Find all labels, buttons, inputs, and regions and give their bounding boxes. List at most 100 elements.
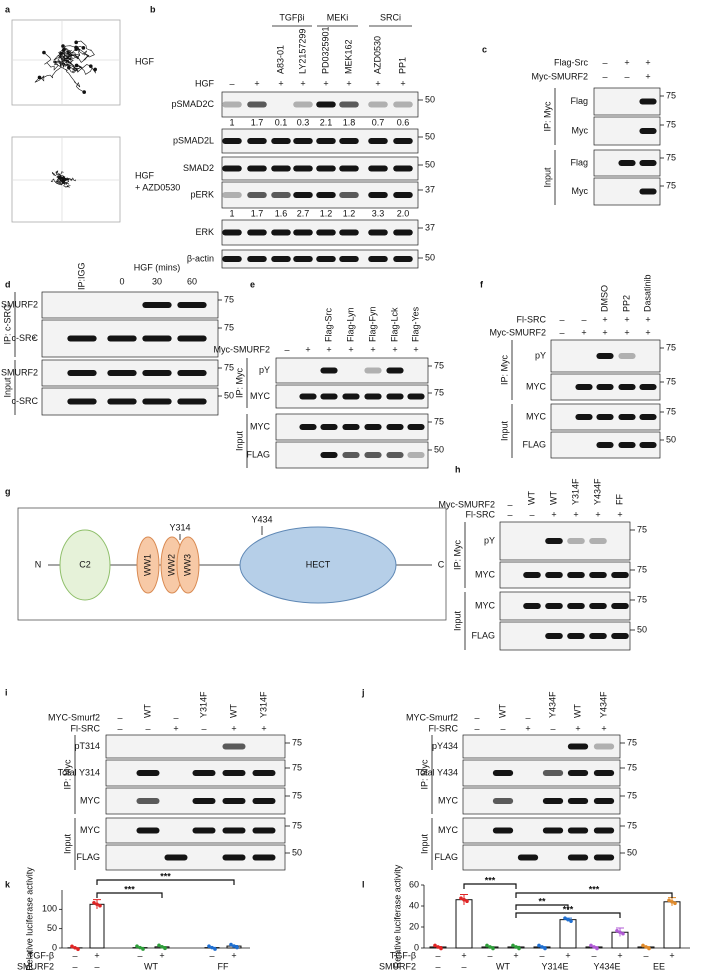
track xyxy=(65,40,95,63)
band xyxy=(293,256,313,262)
blot-label: FLAG xyxy=(471,630,495,640)
mw-marker: 75 xyxy=(292,820,302,830)
band xyxy=(393,256,413,262)
significance-bracket xyxy=(96,892,163,898)
condition-value: WT xyxy=(526,491,536,505)
quant-value: 3.3 xyxy=(372,208,385,218)
band xyxy=(222,798,246,804)
data-point xyxy=(207,944,211,948)
band xyxy=(368,229,388,236)
condition-value: + xyxy=(645,314,650,324)
condition-value: – xyxy=(507,499,512,509)
band xyxy=(517,854,539,861)
section-label: IP: Myc xyxy=(452,540,462,571)
band xyxy=(407,452,425,458)
blot-label: Myc xyxy=(572,125,589,135)
band xyxy=(192,770,216,776)
data-point xyxy=(213,947,217,951)
data-point xyxy=(135,944,139,948)
band xyxy=(222,827,246,834)
domain-label: C2 xyxy=(79,559,91,569)
blot-label: pSMAD2C xyxy=(171,99,214,109)
condition-value: + xyxy=(159,950,164,960)
track-end xyxy=(42,50,46,55)
condition-label: TGF-β xyxy=(390,950,416,960)
band xyxy=(247,229,267,236)
band xyxy=(386,367,404,374)
condition-value: WT xyxy=(548,491,558,505)
data-point xyxy=(540,945,544,949)
terminus: C xyxy=(438,559,445,569)
site-label: Y314 xyxy=(169,522,190,532)
lane-label: Flag-Lck xyxy=(389,307,399,342)
band xyxy=(316,101,336,108)
data-point xyxy=(160,945,164,949)
band xyxy=(567,633,585,639)
y-tick-label: 50 xyxy=(47,923,57,933)
condition-value: + xyxy=(624,327,629,337)
bar xyxy=(663,901,681,949)
data-point xyxy=(70,944,74,949)
data-point xyxy=(95,902,99,907)
track-box xyxy=(11,19,121,106)
y-tick-label: 0 xyxy=(414,942,419,952)
band xyxy=(611,633,629,639)
bar xyxy=(89,903,105,949)
band xyxy=(136,770,160,776)
condition-value: + xyxy=(461,950,466,960)
y-axis-label: Relative luciferase activity xyxy=(24,867,34,971)
band xyxy=(596,353,614,359)
condition-label: Flag-Src xyxy=(554,57,589,67)
band xyxy=(545,633,563,639)
band xyxy=(545,572,563,578)
section-label: Input xyxy=(499,420,509,441)
band xyxy=(596,442,614,448)
blot-label: β-actin xyxy=(187,253,214,263)
band xyxy=(492,827,514,834)
condition-label: Myc-SMURF2 xyxy=(532,71,589,81)
data-point xyxy=(667,898,671,903)
band xyxy=(393,138,413,144)
label: HGF xyxy=(135,56,155,66)
mw-marker: 75 xyxy=(224,322,234,332)
condition-value: + xyxy=(278,78,283,88)
mw-marker: 50 xyxy=(666,434,676,444)
track-end xyxy=(67,65,71,70)
domain-label: HECT xyxy=(306,559,331,569)
blot-label: MYC xyxy=(438,825,459,835)
condition-value: – xyxy=(581,314,586,324)
condition-value: + xyxy=(617,509,622,519)
panel-letter: l xyxy=(362,879,365,889)
condition-value: – xyxy=(209,950,214,960)
data-point xyxy=(566,917,570,922)
blot xyxy=(499,591,631,621)
significance-bracket xyxy=(463,883,517,889)
condition-value: + xyxy=(624,314,629,324)
data-point xyxy=(229,942,233,947)
blot-label: MYC xyxy=(438,795,459,805)
condition-value: + xyxy=(305,344,310,354)
condition-value: + xyxy=(573,509,578,519)
condition-value: – xyxy=(461,961,466,971)
band xyxy=(618,353,636,359)
track-end xyxy=(82,90,86,94)
quant-value: 1.7 xyxy=(251,117,264,127)
condition-value: – xyxy=(435,950,440,960)
quant-value: 0.3 xyxy=(297,117,310,127)
significance-bracket xyxy=(515,892,673,898)
blot-label: SMURF2 xyxy=(1,299,38,309)
band xyxy=(293,229,313,236)
condition-value: – xyxy=(284,344,289,354)
blot xyxy=(462,844,621,871)
condition-value: + xyxy=(254,78,259,88)
band xyxy=(316,256,336,262)
band xyxy=(339,101,359,108)
band xyxy=(611,572,629,578)
condition-value: – xyxy=(507,509,512,519)
track xyxy=(50,178,65,186)
condition-value: WT xyxy=(228,704,238,718)
condition-value: + xyxy=(300,78,305,88)
band xyxy=(575,384,593,390)
band xyxy=(142,335,172,342)
band xyxy=(339,138,359,144)
